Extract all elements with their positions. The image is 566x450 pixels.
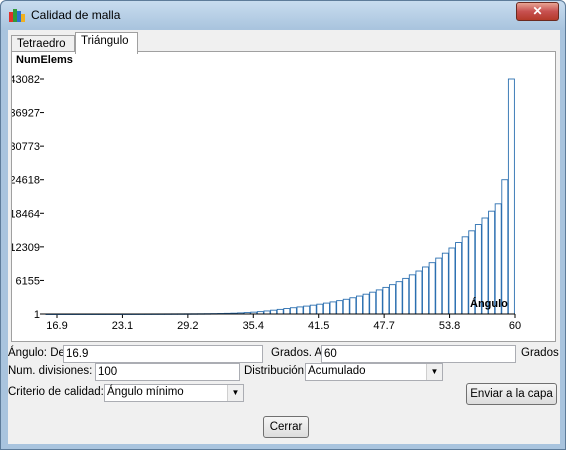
- x-tick-label: 47.7: [373, 320, 394, 332]
- y-tick-label: 30773: [12, 141, 40, 153]
- criterion-row: Criterio de calidad: Ángulo mínimo ▼ Env…: [8, 383, 560, 405]
- divisions-input[interactable]: [95, 363, 240, 381]
- criterion-select[interactable]: Ángulo mínimo ▼: [104, 384, 244, 402]
- histogram-bar: [389, 284, 396, 315]
- angle-range-row: Ángulo: De Grados. A Grados: [8, 345, 560, 365]
- histogram-bar: [309, 304, 317, 315]
- close-icon: ✕: [532, 4, 543, 18]
- x-tick-labels: 16.9 23.1 29.2 35.4 41.5 47.7 53.8 60: [46, 314, 521, 332]
- histogram-bar: [270, 309, 278, 315]
- angle-from-input[interactable]: [63, 345, 263, 363]
- y-tick-labels: 43082 36927 30773 24618 18464 12309 6155 1: [12, 74, 44, 321]
- y-tick-label: 36927: [12, 108, 40, 120]
- histogram-chart: NumElems 43082 36927 30773 24618 18464 12309 6…: [12, 54, 521, 332]
- x-tick-label: 29.2: [177, 320, 198, 332]
- histogram-bar: [283, 308, 291, 315]
- histogram-bar: [342, 298, 350, 315]
- histogram-bar: [395, 281, 403, 315]
- y-tick-label: 24618: [12, 175, 40, 187]
- histogram-bar: [415, 270, 423, 315]
- histogram-bar: [369, 291, 377, 315]
- window-title: Calidad de malla: [31, 8, 121, 22]
- y-tick-label: 1: [34, 309, 40, 321]
- x-tick-label: 35.4: [243, 320, 264, 332]
- histogram-bar: [408, 274, 416, 315]
- x-tick-label: 23.1: [112, 320, 133, 332]
- grados-a-label: Grados. A: [271, 347, 323, 359]
- x-tick-label: 41.5: [308, 320, 329, 332]
- tab-label: Tetraedro: [17, 38, 66, 50]
- y-tick-label: 18464: [12, 208, 40, 220]
- grados-label: Grados: [521, 347, 559, 359]
- x-tick-label: 60: [509, 320, 521, 332]
- histogram-bar: [349, 297, 357, 315]
- y-tick-label: 43082: [12, 74, 40, 86]
- y-axis-title: NumElems: [16, 54, 73, 66]
- histogram-bar: [296, 306, 304, 315]
- histogram-panel: NumElems 43082 36927 30773 24618 18464 12309 6…: [11, 51, 556, 342]
- x-tick-label: 53.8: [439, 320, 460, 332]
- angle-from-label: Ángulo: De: [8, 347, 65, 359]
- y-tick-label: 12309: [12, 242, 40, 254]
- histogram-bar: [276, 308, 284, 315]
- divisions-label: Num. divisiones:: [8, 365, 93, 377]
- chevron-down-icon: ▼: [426, 364, 442, 380]
- histogram-bar: [303, 305, 311, 315]
- tab-label: Triángulo: [81, 35, 129, 47]
- x-axis-title: Ángulo: [470, 297, 508, 310]
- histogram-bar: [441, 252, 449, 315]
- distribution-value: Acumulado: [308, 365, 366, 377]
- distribution-label: Distribución:: [244, 365, 308, 377]
- histogram-bar: [382, 286, 390, 315]
- histogram-bars: [45, 78, 515, 315]
- histogram-bar: [435, 257, 443, 315]
- histogram-bar: [507, 78, 515, 315]
- close-window-button[interactable]: ✕: [516, 2, 559, 21]
- histogram-bar: [289, 307, 297, 315]
- tab-tetraedro[interactable]: Tetraedro: [11, 35, 75, 53]
- histogram-bar: [448, 247, 456, 315]
- histogram-bar: [402, 277, 410, 315]
- chevron-down-icon: ▼: [227, 385, 243, 401]
- app-icon: [9, 9, 25, 22]
- dialog-client-area: Tetraedro Triángulo NumElems 43082 36927 3…: [8, 30, 560, 444]
- histogram-bar: [428, 262, 436, 315]
- histogram-bar: [501, 179, 509, 315]
- angle-to-input[interactable]: [321, 345, 516, 363]
- divisions-row: Num. divisiones: Distribución: Acumulado…: [8, 363, 560, 383]
- tab-triangulo[interactable]: Triángulo: [75, 32, 138, 54]
- y-tick-label: 6155: [16, 275, 40, 287]
- histogram-bar: [455, 242, 463, 315]
- histogram-bar: [322, 302, 330, 315]
- histogram-bar: [356, 295, 363, 315]
- histogram-bar: [336, 300, 344, 315]
- histogram-bar: [461, 236, 469, 315]
- x-tick-label: 16.9: [46, 320, 67, 332]
- histogram-bar: [316, 303, 324, 315]
- histogram-bar: [329, 301, 337, 315]
- histogram-bar: [375, 289, 383, 315]
- histogram-bar: [422, 266, 429, 315]
- close-button[interactable]: Cerrar: [263, 416, 309, 438]
- criterion-label: Criterio de calidad:: [8, 386, 104, 398]
- histogram-bar: [362, 293, 370, 315]
- send-to-layer-button[interactable]: Enviar a la capa: [466, 383, 557, 405]
- distribution-select[interactable]: Acumulado ▼: [305, 363, 443, 381]
- criterion-value: Ángulo mínimo: [107, 386, 184, 398]
- title-bar[interactable]: Calidad de malla ✕: [1, 1, 565, 29]
